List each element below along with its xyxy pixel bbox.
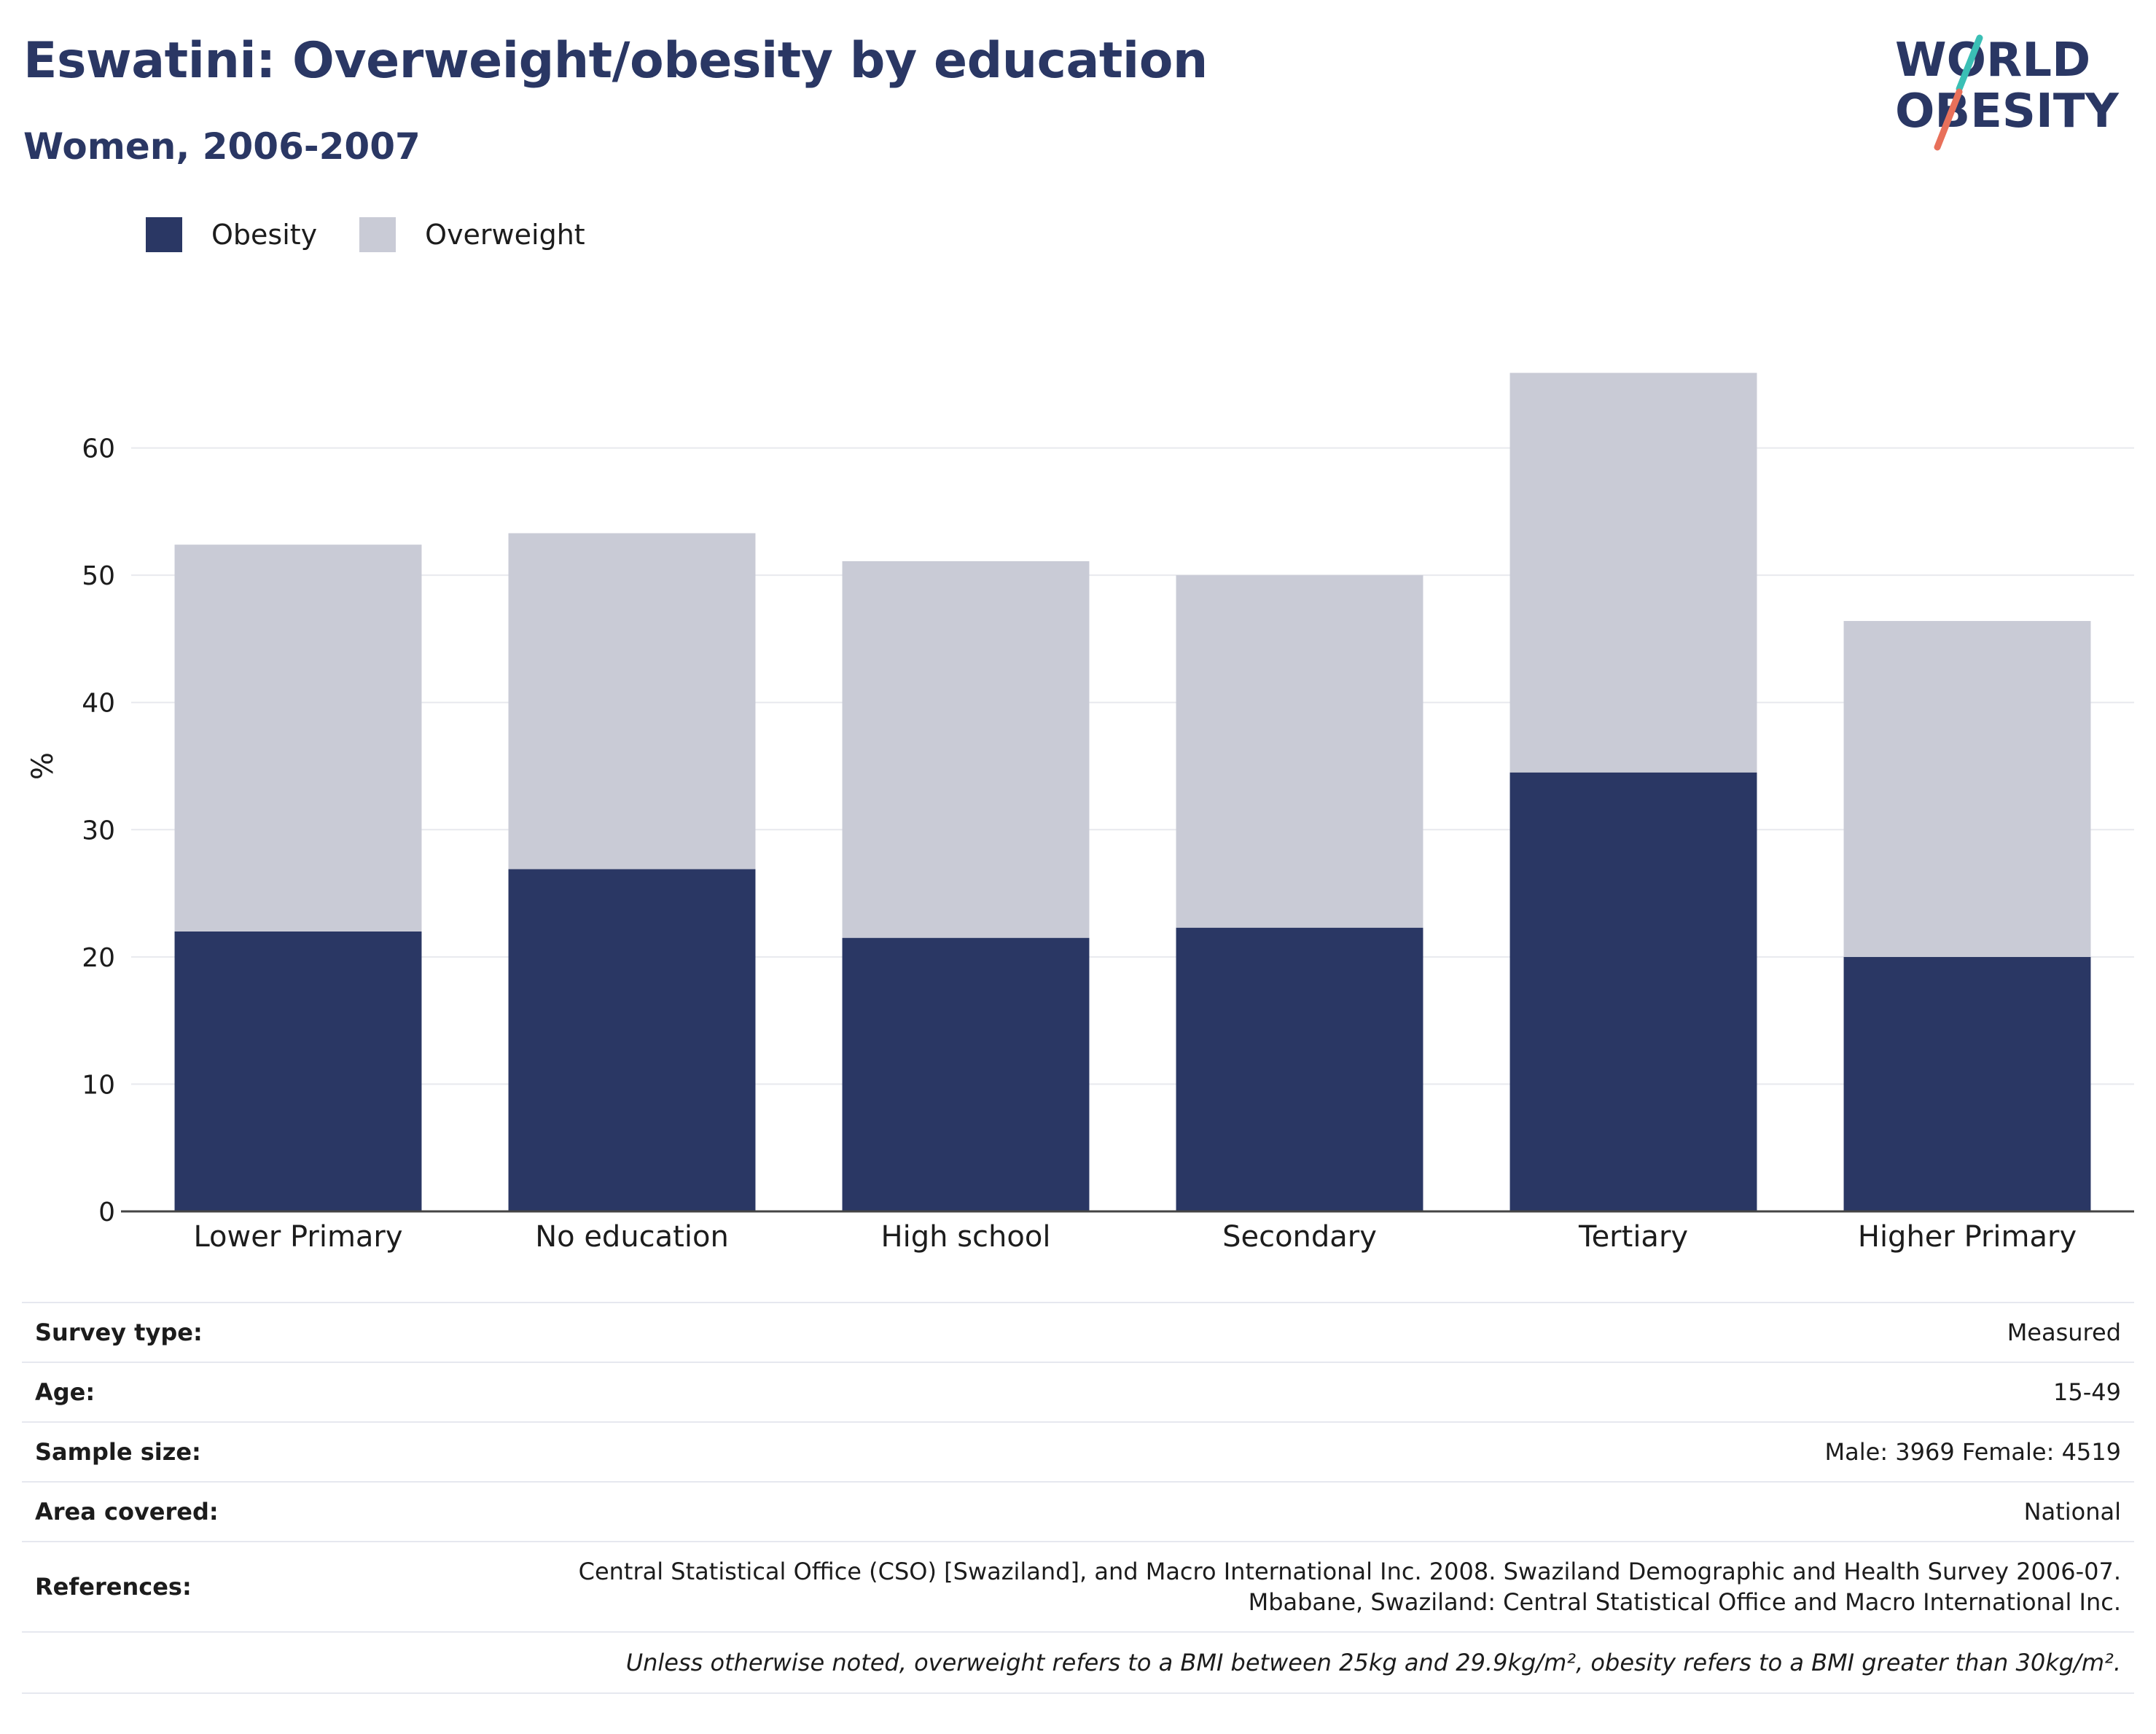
info-row-area-covered: Area covered: National [22,1481,2134,1542]
bar-obesity-tertiary [1509,772,1757,1211]
info-key-area-covered: Area covered: [22,1481,340,1542]
logo-slash-coral [1934,88,1963,151]
y-tick-label-40: 40 [82,689,115,719]
chart-legend: Obesity Overweight [146,217,628,252]
info-key-survey-type: Survey type: [22,1302,340,1362]
legend-item-obesity[interactable]: Obesity [146,217,317,252]
bar-obesity-high-school [842,937,1090,1211]
logo-text-world: WORLD [1895,34,2090,87]
legend-swatch-overweight [359,217,397,252]
info-value-references: Central Statistical Office (CSO) [Swazil… [340,1541,2134,1632]
bmi-definition-note: Unless otherwise noted, overweight refer… [22,1631,2134,1694]
info-value-sample-size: Male: 3969 Female: 4519 [340,1421,2134,1482]
x-tick-label-higher-primary: Higher Primary [1858,1220,2077,1254]
info-row-references: References: Central Statistical Office (… [22,1541,2134,1632]
y-tick-label-30: 30 [82,816,115,845]
reference-line-1: Central Statistical Office (CSO) [Swazil… [578,1558,2121,1585]
legend-label-overweight: Overweight [425,219,585,251]
survey-info-table: Survey type: Measured Age: 15-49 Sample size… [22,1302,2134,1694]
bar-obesity-lower-primary [174,931,422,1211]
bar-overweight-tertiary [1509,372,1757,773]
bar-overweight-lower-primary [174,544,422,932]
bar-obesity-no-education [508,869,756,1211]
legend-swatch-obesity [146,217,182,252]
info-row-note: Unless otherwise noted, overweight refer… [22,1631,2134,1694]
x-tick-label-high-school: High school [881,1220,1051,1254]
stacked-bar-chart: 0 10 20 30 40 50 60% Lower Primary No education H… [26,372,2134,1254]
logo-slash-teal [1956,34,1983,93]
x-tick-label-tertiary: Tertiary [1578,1220,1688,1254]
y-tick-label-10: 10 [82,1070,115,1100]
world-obesity-logo: WORLD OBESITY [1895,34,2119,151]
info-value-survey-type: Measured [340,1302,2134,1362]
bar-obesity-secondary [1176,927,1423,1211]
y-axis-label: % [26,752,60,780]
info-row-age: Age: 15-49 [22,1362,2134,1422]
x-tick-label-secondary: Secondary [1222,1220,1377,1254]
bar-overweight-secondary [1176,575,1423,928]
chart-title: Eswatini: Overweight/obesity by educatio… [23,32,1208,90]
chart-subtitle: Women, 2006-2007 [23,125,421,168]
legend-item-overweight[interactable]: Overweight [359,217,585,252]
logo-text-obesity: OBESITY [1895,85,2119,138]
info-row-survey-type: Survey type: Measured [22,1302,2134,1362]
info-row-sample-size: Sample size: Male: 3969 Female: 4519 [22,1421,2134,1482]
bar-obesity-higher-primary [1843,956,2091,1211]
bar-overweight-higher-primary [1843,620,2091,957]
y-tick-label-0: 0 [98,1198,115,1227]
reference-line-2: Mbabane, Swaziland: Central Statistical … [1248,1588,2121,1616]
x-tick-label-no-education: No education [535,1220,729,1254]
bar-overweight-high-school [842,561,1090,938]
info-key-sample-size: Sample size: [22,1421,340,1482]
y-tick-label-20: 20 [82,943,115,973]
info-key-age: Age: [22,1362,340,1422]
y-tick-label-50: 50 [82,561,115,591]
info-value-area-covered: National [340,1481,2134,1542]
bar-overweight-no-education [508,533,756,870]
x-tick-label-lower-primary: Lower Primary [193,1220,402,1254]
info-value-age: 15-49 [340,1362,2134,1422]
y-tick-label-60: 60 [82,434,115,464]
info-key-references: References: [22,1541,340,1632]
legend-label-obesity: Obesity [211,219,318,251]
